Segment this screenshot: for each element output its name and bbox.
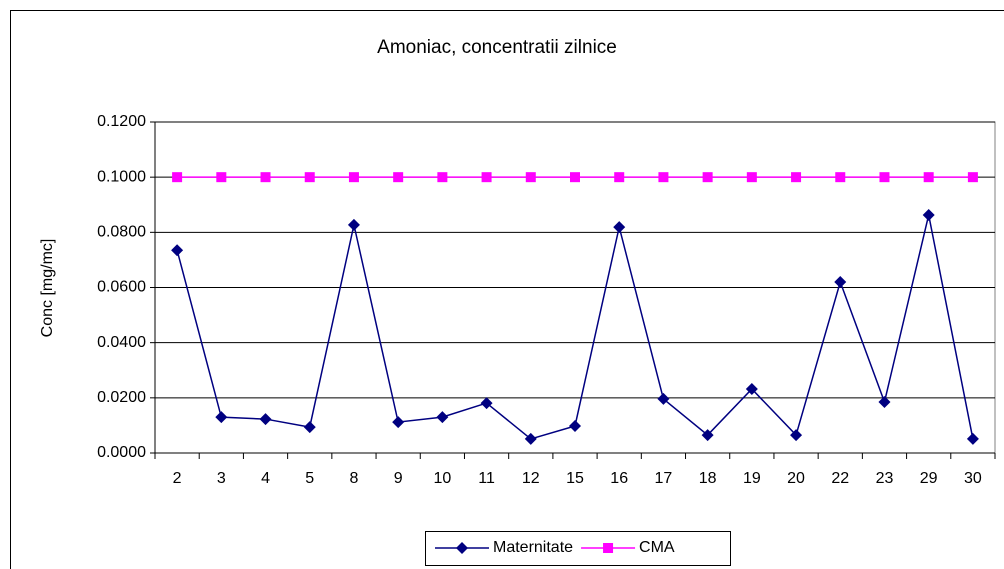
data-point (835, 172, 846, 183)
data-point (260, 172, 271, 183)
x-tick-label: 20 (787, 470, 805, 487)
data-point (614, 172, 625, 183)
x-tick-label: 10 (433, 470, 451, 487)
data-point (172, 172, 183, 183)
y-tick-label: 0.0000 (97, 444, 146, 461)
data-point (570, 172, 580, 183)
data-point (701, 429, 714, 442)
x-tick-label: 8 (349, 470, 358, 487)
data-point (879, 172, 890, 183)
legend-label: CMA (639, 539, 675, 556)
x-tick-label: 19 (743, 470, 761, 487)
x-tick-label: 12 (522, 470, 540, 487)
data-point (658, 172, 669, 183)
data-point (791, 172, 802, 183)
data-point (303, 421, 316, 434)
data-point (746, 172, 757, 183)
data-point (966, 432, 979, 445)
x-tick-label: 17 (655, 470, 673, 487)
data-point (657, 392, 670, 405)
data-point (922, 208, 935, 221)
chart-title: Amoniac, concentratii zilnice (377, 37, 617, 58)
x-tick-label: 22 (831, 470, 849, 487)
x-tick-label: 4 (261, 470, 270, 487)
x-tick-label: 16 (610, 470, 628, 487)
data-point (923, 172, 934, 183)
x-tick-label: 3 (217, 470, 226, 487)
data-point (967, 172, 978, 183)
y-tick-label: 0.1000 (97, 168, 146, 185)
data-point (215, 411, 228, 424)
data-point (216, 172, 227, 183)
y-tick-label: 0.0600 (97, 279, 146, 296)
data-point (613, 221, 626, 234)
data-point (171, 244, 184, 257)
data-point (480, 397, 493, 410)
y-axis-label: Conc [mg/mc] (39, 239, 56, 338)
data-point (790, 429, 803, 442)
data-point (437, 172, 448, 183)
x-tick-label: 15 (566, 470, 584, 487)
data-point (304, 172, 315, 183)
x-tick-label: 29 (920, 470, 938, 487)
x-tick-label: 2 (173, 470, 182, 487)
data-point (569, 419, 581, 432)
y-tick-label: 0.1200 (97, 113, 146, 130)
legend-label: Maternitate (493, 539, 573, 556)
y-tick-label: 0.0200 (97, 389, 146, 406)
data-point (348, 172, 359, 183)
x-tick-label: 5 (305, 470, 314, 487)
x-tick-label: 23 (876, 470, 894, 487)
data-point (393, 172, 404, 183)
x-tick-label: 9 (394, 470, 403, 487)
x-tick-label: 18 (699, 470, 717, 487)
legend-marker (456, 542, 468, 554)
data-point (745, 383, 758, 396)
data-point (392, 416, 405, 429)
data-point (878, 395, 891, 408)
data-point (834, 275, 847, 288)
legend-marker (603, 543, 614, 553)
x-tick-label: 11 (478, 470, 495, 487)
data-point (524, 432, 537, 445)
data-point (702, 172, 713, 183)
data-point (259, 413, 272, 426)
data-point (481, 172, 492, 183)
data-point (525, 172, 536, 183)
data-point (347, 218, 360, 231)
x-tick-label: 30 (964, 470, 982, 487)
data-point (436, 411, 449, 424)
y-tick-label: 0.0400 (97, 334, 146, 351)
y-tick-label: 0.0800 (97, 224, 146, 241)
